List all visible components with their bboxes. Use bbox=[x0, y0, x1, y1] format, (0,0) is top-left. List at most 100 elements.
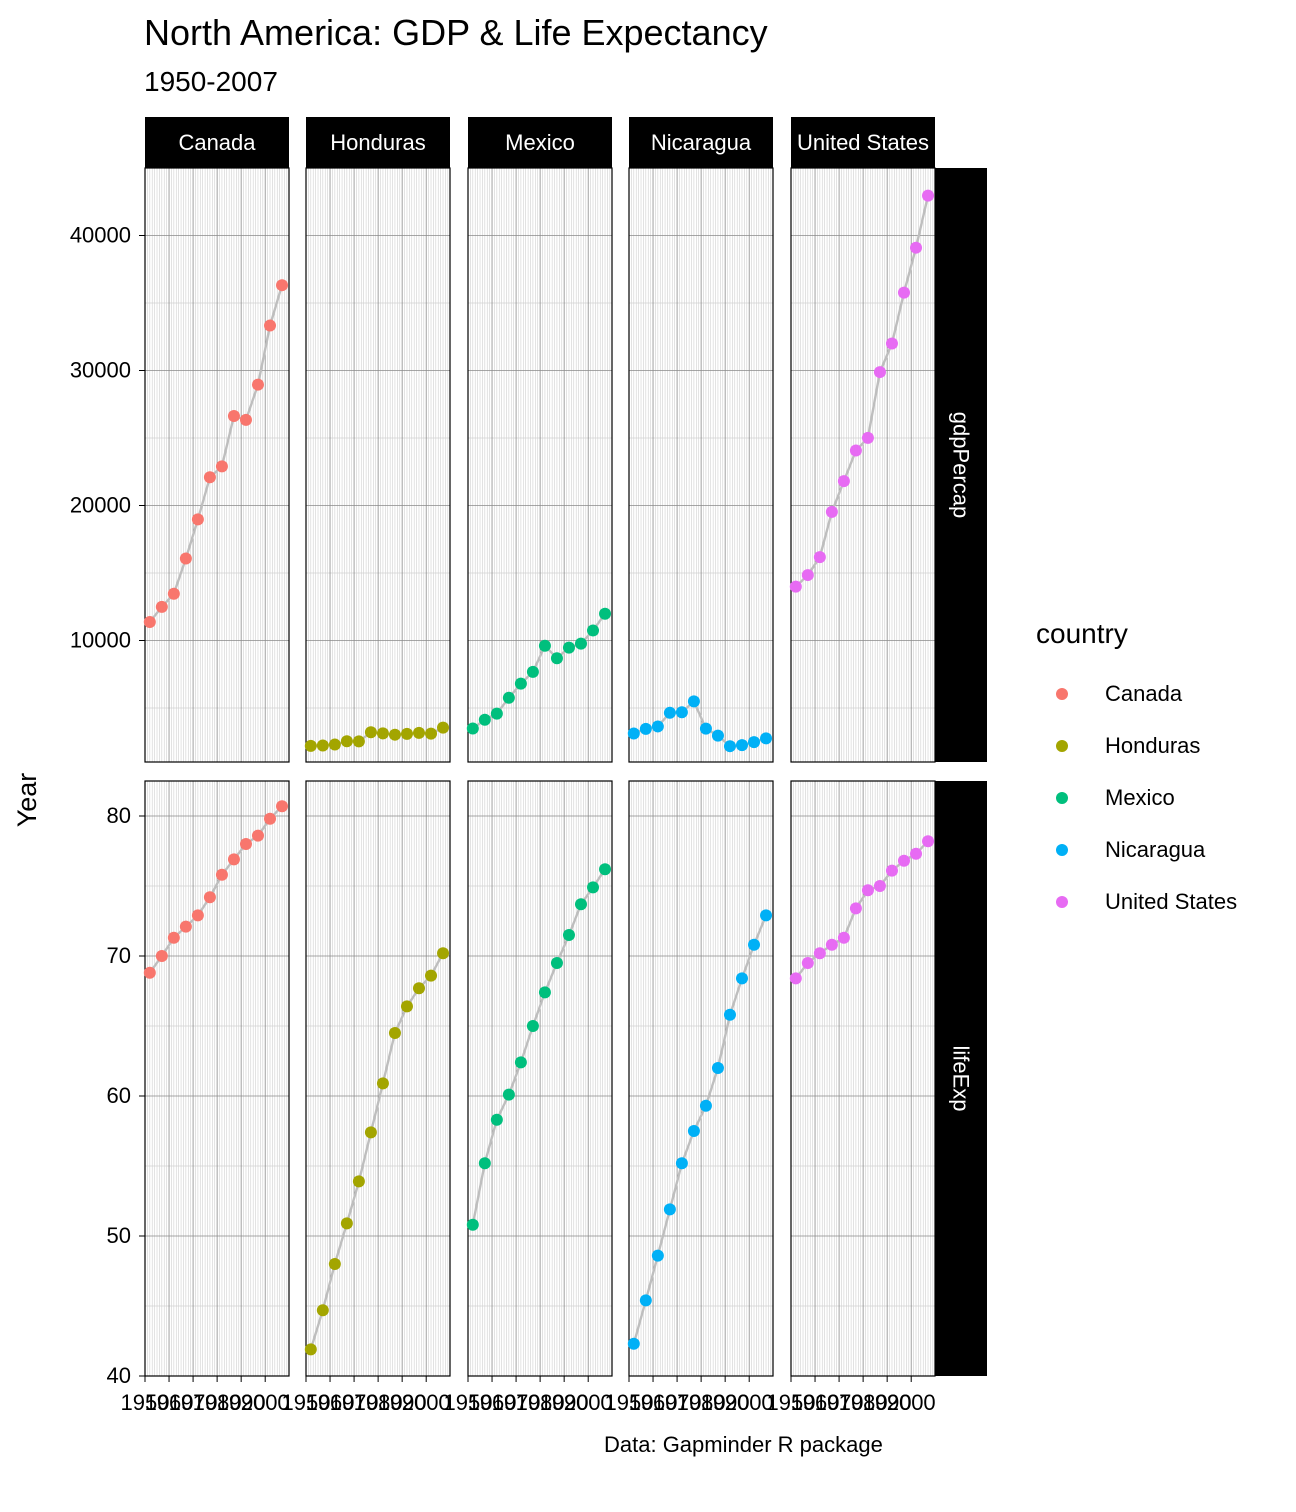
panel-nicaragua-lifeexp bbox=[627, 780, 774, 1377]
data-point-united-states-gdppercap bbox=[837, 475, 850, 488]
data-point-nicaragua-lifeexp bbox=[711, 1062, 724, 1074]
data-point-nicaragua-lifeexp bbox=[699, 1099, 712, 1112]
data-point-united-states-gdppercap bbox=[801, 569, 814, 582]
data-point-nicaragua-gdppercap bbox=[735, 739, 748, 752]
data-point-united-states-lifeexp bbox=[885, 864, 898, 877]
x-tick-label: 1980 bbox=[516, 1390, 565, 1415]
x-tick-label: 1960 bbox=[791, 1390, 840, 1415]
series-line-canada-gdppercap bbox=[148, 284, 284, 623]
legend-swatch-canada bbox=[1056, 688, 1068, 700]
x-tick-label: 1980 bbox=[677, 1390, 726, 1415]
data-point-canada-gdppercap bbox=[179, 552, 192, 565]
data-point-mexico-gdppercap bbox=[574, 637, 587, 650]
data-point-canada-gdppercap bbox=[264, 319, 277, 332]
data-point-nicaragua-lifeexp bbox=[687, 1125, 700, 1137]
data-point-nicaragua-lifeexp bbox=[723, 1008, 736, 1021]
data-point-canada-lifeexp bbox=[227, 853, 240, 866]
x-tick-label: 2000 bbox=[564, 1390, 613, 1415]
data-point-mexico-lifeexp bbox=[478, 1157, 491, 1170]
data-point-united-states-gdppercap bbox=[849, 444, 862, 457]
legend-label-honduras: Honduras bbox=[1105, 733, 1201, 758]
data-point-nicaragua-gdppercap bbox=[639, 722, 652, 735]
data-point-united-states-lifeexp bbox=[861, 884, 874, 897]
data-point-nicaragua-gdppercap bbox=[760, 732, 773, 745]
data-point-united-states-lifeexp bbox=[813, 947, 826, 960]
data-point-mexico-gdppercap bbox=[562, 641, 575, 654]
data-point-nicaragua-gdppercap bbox=[687, 695, 700, 708]
data-point-canada-gdppercap bbox=[203, 471, 216, 484]
y-tick-label: 70 bbox=[107, 943, 131, 968]
data-point-honduras-gdppercap bbox=[316, 739, 329, 752]
data-point-honduras-gdppercap bbox=[388, 728, 401, 741]
panel-canada-gdppercap bbox=[143, 167, 290, 763]
data-point-canada-gdppercap bbox=[251, 378, 264, 391]
data-point-nicaragua-gdppercap bbox=[748, 736, 761, 749]
facet-strip-lifeexp bbox=[935, 781, 987, 1376]
facet-strip-honduras bbox=[306, 117, 450, 168]
x-tick-label: 1960 bbox=[468, 1390, 517, 1415]
data-point-nicaragua-gdppercap bbox=[663, 706, 676, 719]
x-tick-label: 1950 bbox=[605, 1390, 654, 1415]
data-point-honduras-gdppercap bbox=[352, 735, 365, 748]
x-tick-label: 1970 bbox=[330, 1390, 379, 1415]
data-point-canada-lifeexp bbox=[251, 829, 264, 842]
data-point-honduras-lifeexp bbox=[412, 982, 425, 995]
data-point-honduras-gdppercap bbox=[425, 727, 438, 740]
x-tick-label: 1990 bbox=[378, 1390, 427, 1415]
data-point-canada-lifeexp bbox=[179, 920, 192, 933]
data-point-honduras-lifeexp bbox=[376, 1077, 389, 1090]
data-point-nicaragua-gdppercap bbox=[675, 706, 688, 719]
data-point-canada-lifeexp bbox=[155, 950, 168, 962]
data-point-canada-gdppercap bbox=[276, 279, 289, 292]
panel-canada-lifeexp bbox=[143, 780, 290, 1377]
data-point-honduras-gdppercap bbox=[400, 727, 413, 740]
x-tick-label: 1970 bbox=[653, 1390, 702, 1415]
x-tick-label: 1990 bbox=[540, 1390, 589, 1415]
x-tick-label: 1990 bbox=[863, 1390, 912, 1415]
facet-strip-canada bbox=[145, 117, 289, 168]
data-point-united-states-gdppercap bbox=[885, 337, 898, 350]
data-point-mexico-gdppercap bbox=[587, 624, 600, 637]
data-point-mexico-gdppercap bbox=[514, 677, 527, 690]
facet-strip-united-states bbox=[791, 117, 935, 168]
series-line-honduras-lifeexp bbox=[309, 952, 445, 1350]
x-tick-label: 1980 bbox=[839, 1390, 888, 1415]
data-point-mexico-lifeexp bbox=[502, 1088, 515, 1101]
data-point-nicaragua-gdppercap bbox=[723, 740, 736, 753]
x-tick-label: 1960 bbox=[629, 1390, 678, 1415]
x-tick-label: 2000 bbox=[402, 1390, 451, 1415]
data-point-nicaragua-lifeexp bbox=[663, 1203, 676, 1216]
data-point-canada-lifeexp bbox=[203, 891, 216, 904]
x-tick-label: 1960 bbox=[145, 1390, 194, 1415]
data-point-honduras-gdppercap bbox=[376, 727, 389, 740]
legend-swatch-nicaragua bbox=[1056, 844, 1068, 856]
data-point-nicaragua-gdppercap bbox=[651, 720, 664, 733]
data-point-united-states-lifeexp bbox=[837, 931, 850, 944]
series-line-mexico-lifeexp bbox=[471, 868, 607, 1226]
facet-strip-nicaragua bbox=[629, 117, 773, 168]
data-point-honduras-lifeexp bbox=[352, 1175, 365, 1188]
data-point-honduras-lifeexp bbox=[328, 1258, 341, 1270]
facet-strip-label-nicaragua: Nicaragua bbox=[651, 130, 752, 155]
data-point-nicaragua-gdppercap bbox=[699, 722, 712, 735]
legend-title: country bbox=[1036, 618, 1128, 649]
data-point-canada-gdppercap bbox=[143, 616, 156, 629]
data-point-united-states-gdppercap bbox=[922, 189, 935, 202]
panel-united-states-gdppercap bbox=[789, 167, 936, 763]
data-point-canada-gdppercap bbox=[167, 587, 180, 600]
y-tick-label: 60 bbox=[107, 1083, 131, 1108]
data-point-united-states-lifeexp bbox=[789, 972, 802, 985]
legend-item-mexico: Mexico bbox=[1036, 772, 1237, 824]
data-point-mexico-lifeexp bbox=[526, 1020, 539, 1032]
facet-strip-label-lifeexp: lifeExp bbox=[949, 1045, 974, 1111]
data-point-canada-gdppercap bbox=[155, 600, 168, 613]
data-point-united-states-lifeexp bbox=[873, 880, 886, 892]
data-point-mexico-gdppercap bbox=[526, 665, 539, 678]
data-point-mexico-gdppercap bbox=[478, 713, 491, 726]
x-tick-label: 1990 bbox=[701, 1390, 750, 1415]
data-point-nicaragua-lifeexp bbox=[748, 938, 761, 951]
data-point-nicaragua-lifeexp bbox=[651, 1249, 664, 1262]
panel-honduras-gdppercap bbox=[304, 167, 451, 763]
data-point-mexico-lifeexp bbox=[538, 986, 551, 999]
